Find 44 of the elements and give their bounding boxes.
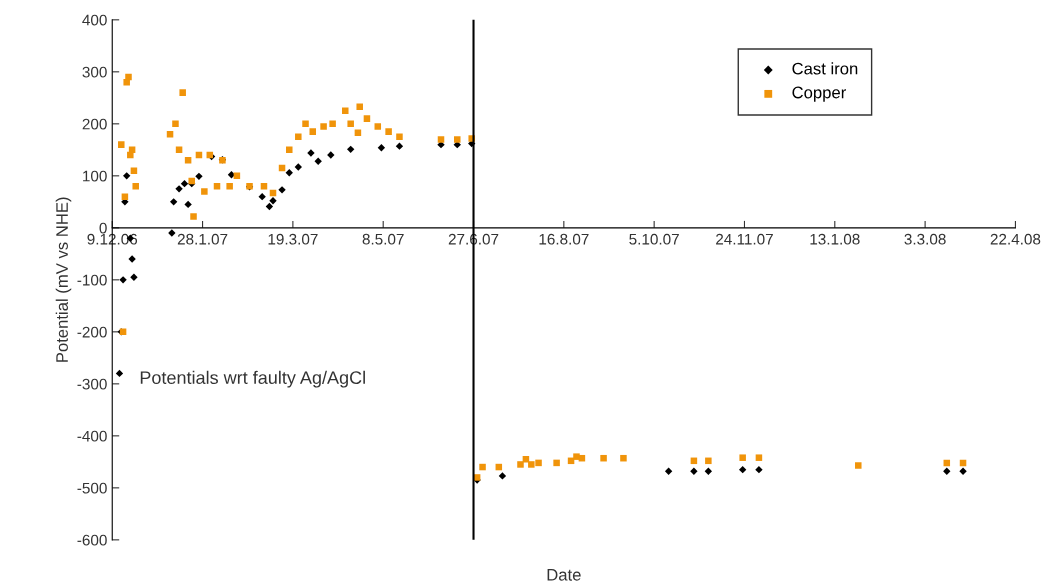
annotation: Potentials wrt faulty Ag/AgCl bbox=[140, 370, 365, 388]
legend-label: Copper bbox=[792, 86, 846, 102]
x-tick-label: 22.4.08 bbox=[990, 233, 1041, 245]
point bbox=[258, 192, 266, 201]
x-tick-label: 3.3.08 bbox=[904, 233, 946, 245]
x-tick-label: 16.8.07 bbox=[539, 233, 589, 245]
point bbox=[755, 465, 763, 474]
y-tick-label: 300 bbox=[82, 66, 107, 78]
x-axis-title: Date bbox=[547, 569, 581, 581]
y-tick-label: 100 bbox=[83, 170, 107, 182]
point bbox=[738, 465, 747, 474]
y-tick-label: 200 bbox=[82, 118, 107, 130]
point bbox=[115, 369, 124, 378]
legend-label: Cast iron bbox=[792, 62, 858, 75]
x-tick-label: 19.3.07 bbox=[268, 233, 318, 245]
point bbox=[285, 169, 293, 177]
x-tick-label: 5.10.07 bbox=[629, 233, 679, 245]
point bbox=[184, 200, 192, 209]
point bbox=[498, 472, 507, 480]
y-tick-label: -400 bbox=[77, 430, 107, 442]
y-tick-label: -600 bbox=[77, 534, 107, 546]
x-tick-label: 13.1.08 bbox=[810, 233, 860, 245]
point bbox=[664, 467, 673, 475]
x-tick-label: 24.11.07 bbox=[716, 233, 773, 245]
point bbox=[704, 467, 713, 475]
point bbox=[195, 172, 203, 181]
x-tick-label: 8.5.07 bbox=[362, 233, 404, 245]
y-axis-title: Potential (mV vs NHE) bbox=[55, 197, 72, 362]
y-tick-label: -500 bbox=[77, 482, 107, 494]
point bbox=[395, 142, 404, 150]
y-tick-label: -200 bbox=[77, 326, 107, 338]
point bbox=[123, 172, 131, 180]
point bbox=[377, 144, 386, 152]
point bbox=[314, 157, 322, 165]
point bbox=[943, 467, 951, 475]
y-tick-label: 400 bbox=[82, 14, 107, 26]
point bbox=[180, 179, 189, 188]
x-tick-label: 28.1.07 bbox=[177, 233, 228, 245]
y-tick-label: -100 bbox=[77, 274, 107, 286]
y-tick-label: 0 bbox=[99, 222, 107, 234]
point bbox=[169, 198, 178, 206]
point bbox=[347, 145, 355, 153]
y-tick-label: -300 bbox=[77, 378, 107, 390]
point bbox=[265, 202, 274, 211]
